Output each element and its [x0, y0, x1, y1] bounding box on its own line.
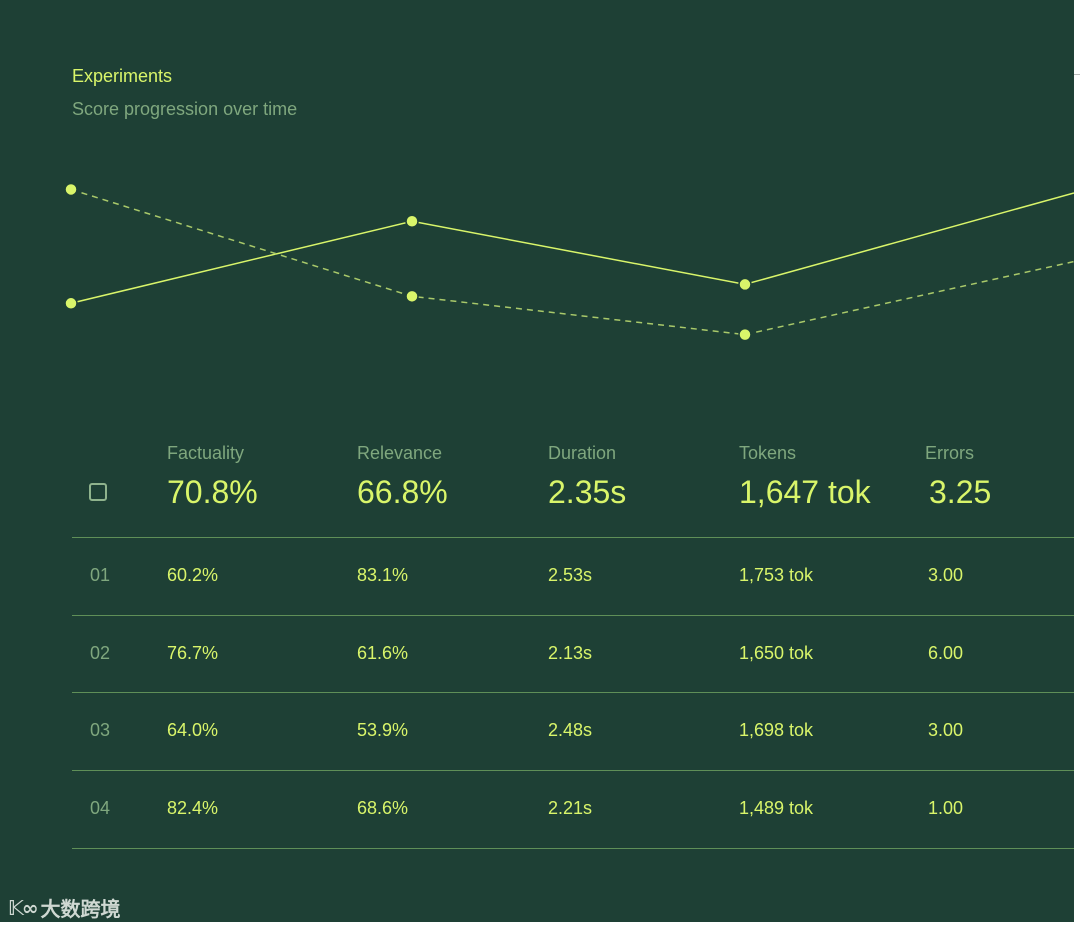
table-divider: [72, 615, 1074, 616]
data-point[interactable]: [64, 296, 78, 311]
cell-factuality: 82.4%: [167, 798, 219, 818]
data-point[interactable]: [405, 214, 419, 229]
cell-relevance: 68.6%: [357, 798, 409, 818]
cell-errors: 3.00: [928, 565, 964, 585]
cell-relevance: 83.1%: [357, 565, 409, 585]
window-edge: [1074, 74, 1080, 75]
page-subtitle: Score progression over time: [72, 99, 298, 119]
data-point[interactable]: [738, 327, 752, 342]
cell-duration: 2.48s: [548, 720, 593, 740]
series-line-1: [70, 192, 1074, 305]
data-point[interactable]: [738, 277, 752, 292]
cell-factuality: 64.0%: [167, 720, 219, 740]
series-line-2: [70, 188, 1074, 336]
cell-factuality: 60.2%: [167, 565, 219, 585]
table-divider: [72, 537, 1074, 538]
data-point[interactable]: [64, 182, 78, 197]
cell-errors: 1.00: [928, 798, 964, 818]
column-header-tokens[interactable]: Tokens: [739, 443, 797, 463]
column-header-errors[interactable]: Errors: [925, 443, 974, 463]
table-divider: [72, 848, 1074, 849]
watermark-text: 大数跨境: [40, 899, 121, 921]
summary-tokens: 1,647 tok: [739, 474, 871, 510]
watermark-logo-icon: 𝕂∞: [8, 895, 38, 920]
row-index: 03: [90, 720, 111, 740]
cell-errors: 3.00: [928, 720, 964, 740]
row-index: 04: [90, 798, 111, 818]
summary-duration: 2.35s: [548, 474, 627, 510]
cell-relevance: 61.6%: [357, 643, 409, 663]
score-chart: [64, 182, 1074, 342]
table-divider: [72, 770, 1074, 771]
cell-factuality: 76.7%: [167, 643, 219, 663]
column-header-duration[interactable]: Duration: [548, 443, 617, 463]
summary-relevance: 66.8%: [357, 474, 448, 510]
column-header-relevance[interactable]: Relevance: [357, 443, 443, 463]
table-divider: [72, 692, 1074, 693]
cell-tokens: 1,698 tok: [739, 720, 814, 740]
cell-duration: 2.13s: [548, 643, 593, 663]
watermark: 𝕂∞ 大数跨境: [8, 893, 121, 922]
row-index: 02: [90, 643, 111, 663]
cell-errors: 6.00: [928, 643, 964, 663]
cell-tokens: 1,489 tok: [739, 798, 814, 818]
cell-duration: 2.21s: [548, 798, 593, 818]
cell-tokens: 1,753 tok: [739, 565, 814, 585]
page-title: Experiments: [72, 66, 173, 86]
summary-errors: 3.25: [929, 474, 992, 510]
row-index: 01: [90, 565, 111, 585]
data-point[interactable]: [405, 289, 419, 304]
cell-relevance: 53.9%: [357, 720, 409, 740]
cell-duration: 2.53s: [548, 565, 593, 585]
summary-factuality: 70.8%: [167, 474, 258, 510]
select-all-checkbox[interactable]: [89, 483, 107, 501]
column-header-factuality[interactable]: Factuality: [167, 443, 245, 463]
cell-tokens: 1,650 tok: [739, 643, 814, 663]
